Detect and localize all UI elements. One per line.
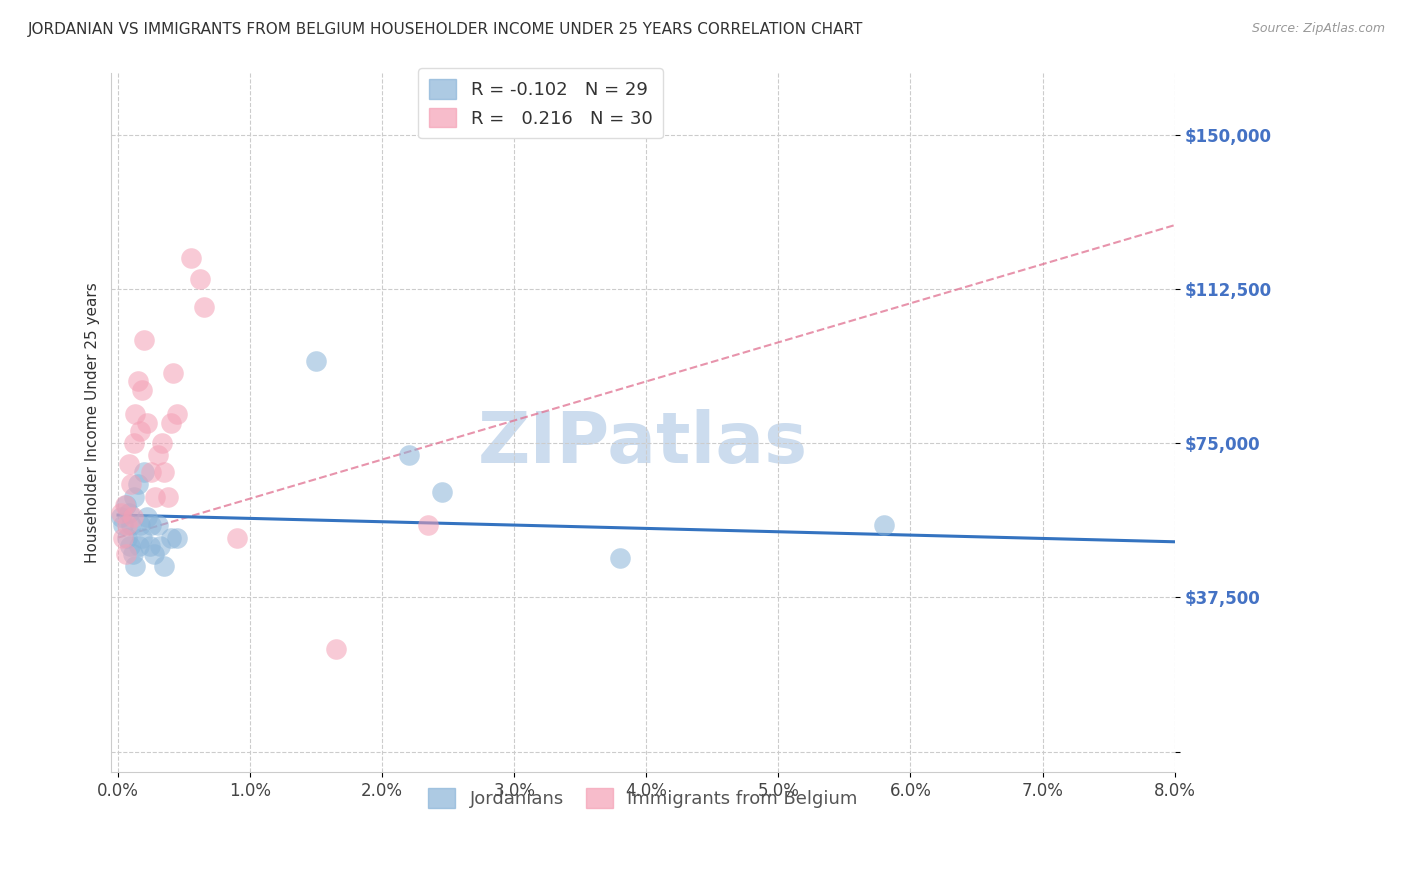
Point <box>117 457 139 471</box>
Point <box>150 436 173 450</box>
Point <box>139 465 162 479</box>
Point <box>136 416 159 430</box>
Point <box>225 531 247 545</box>
Point <box>129 424 152 438</box>
Point <box>325 641 347 656</box>
Point <box>112 518 135 533</box>
Point <box>430 485 453 500</box>
Point <box>129 518 152 533</box>
Point <box>193 301 215 315</box>
Point <box>115 498 138 512</box>
Legend: Jordanians, Immigrants from Belgium: Jordanians, Immigrants from Belgium <box>422 781 865 815</box>
Point <box>143 490 166 504</box>
Point <box>162 366 184 380</box>
Text: JORDANIAN VS IMMIGRANTS FROM BELGIUM HOUSEHOLDER INCOME UNDER 25 YEARS CORRELATI: JORDANIAN VS IMMIGRANTS FROM BELGIUM HOU… <box>28 22 863 37</box>
Point <box>134 333 156 347</box>
Point <box>118 539 141 553</box>
Point <box>120 477 142 491</box>
Point <box>146 518 169 533</box>
Point <box>609 551 631 566</box>
Point <box>136 510 159 524</box>
Y-axis label: Householder Income Under 25 years: Householder Income Under 25 years <box>86 282 100 563</box>
Point <box>117 518 139 533</box>
Point <box>124 559 146 574</box>
Text: Source: ZipAtlas.com: Source: ZipAtlas.com <box>1251 22 1385 36</box>
Point <box>127 375 149 389</box>
Point <box>142 547 165 561</box>
Point <box>110 510 132 524</box>
Point <box>110 506 132 520</box>
Point <box>153 559 176 574</box>
Point <box>418 518 440 533</box>
Point <box>149 539 172 553</box>
Point <box>398 449 420 463</box>
Point <box>166 531 188 545</box>
Point <box>122 436 145 450</box>
Point <box>134 465 156 479</box>
Point <box>160 416 183 430</box>
Point <box>139 518 162 533</box>
Point <box>166 407 188 421</box>
Point <box>131 531 153 545</box>
Point <box>138 539 160 553</box>
Point <box>122 490 145 504</box>
Point <box>131 383 153 397</box>
Point <box>121 547 143 561</box>
Point <box>157 490 180 504</box>
Point <box>117 506 139 520</box>
Point <box>112 531 135 545</box>
Point <box>180 251 202 265</box>
Point <box>127 477 149 491</box>
Point <box>146 449 169 463</box>
Point <box>117 531 139 545</box>
Point <box>115 547 138 561</box>
Point <box>121 510 143 524</box>
Point <box>873 518 896 533</box>
Point <box>160 531 183 545</box>
Point <box>124 407 146 421</box>
Point <box>305 354 328 368</box>
Point <box>188 271 211 285</box>
Text: ZIPatlas: ZIPatlas <box>478 409 808 478</box>
Point <box>114 498 136 512</box>
Point <box>128 539 150 553</box>
Point <box>120 518 142 533</box>
Point <box>153 465 176 479</box>
